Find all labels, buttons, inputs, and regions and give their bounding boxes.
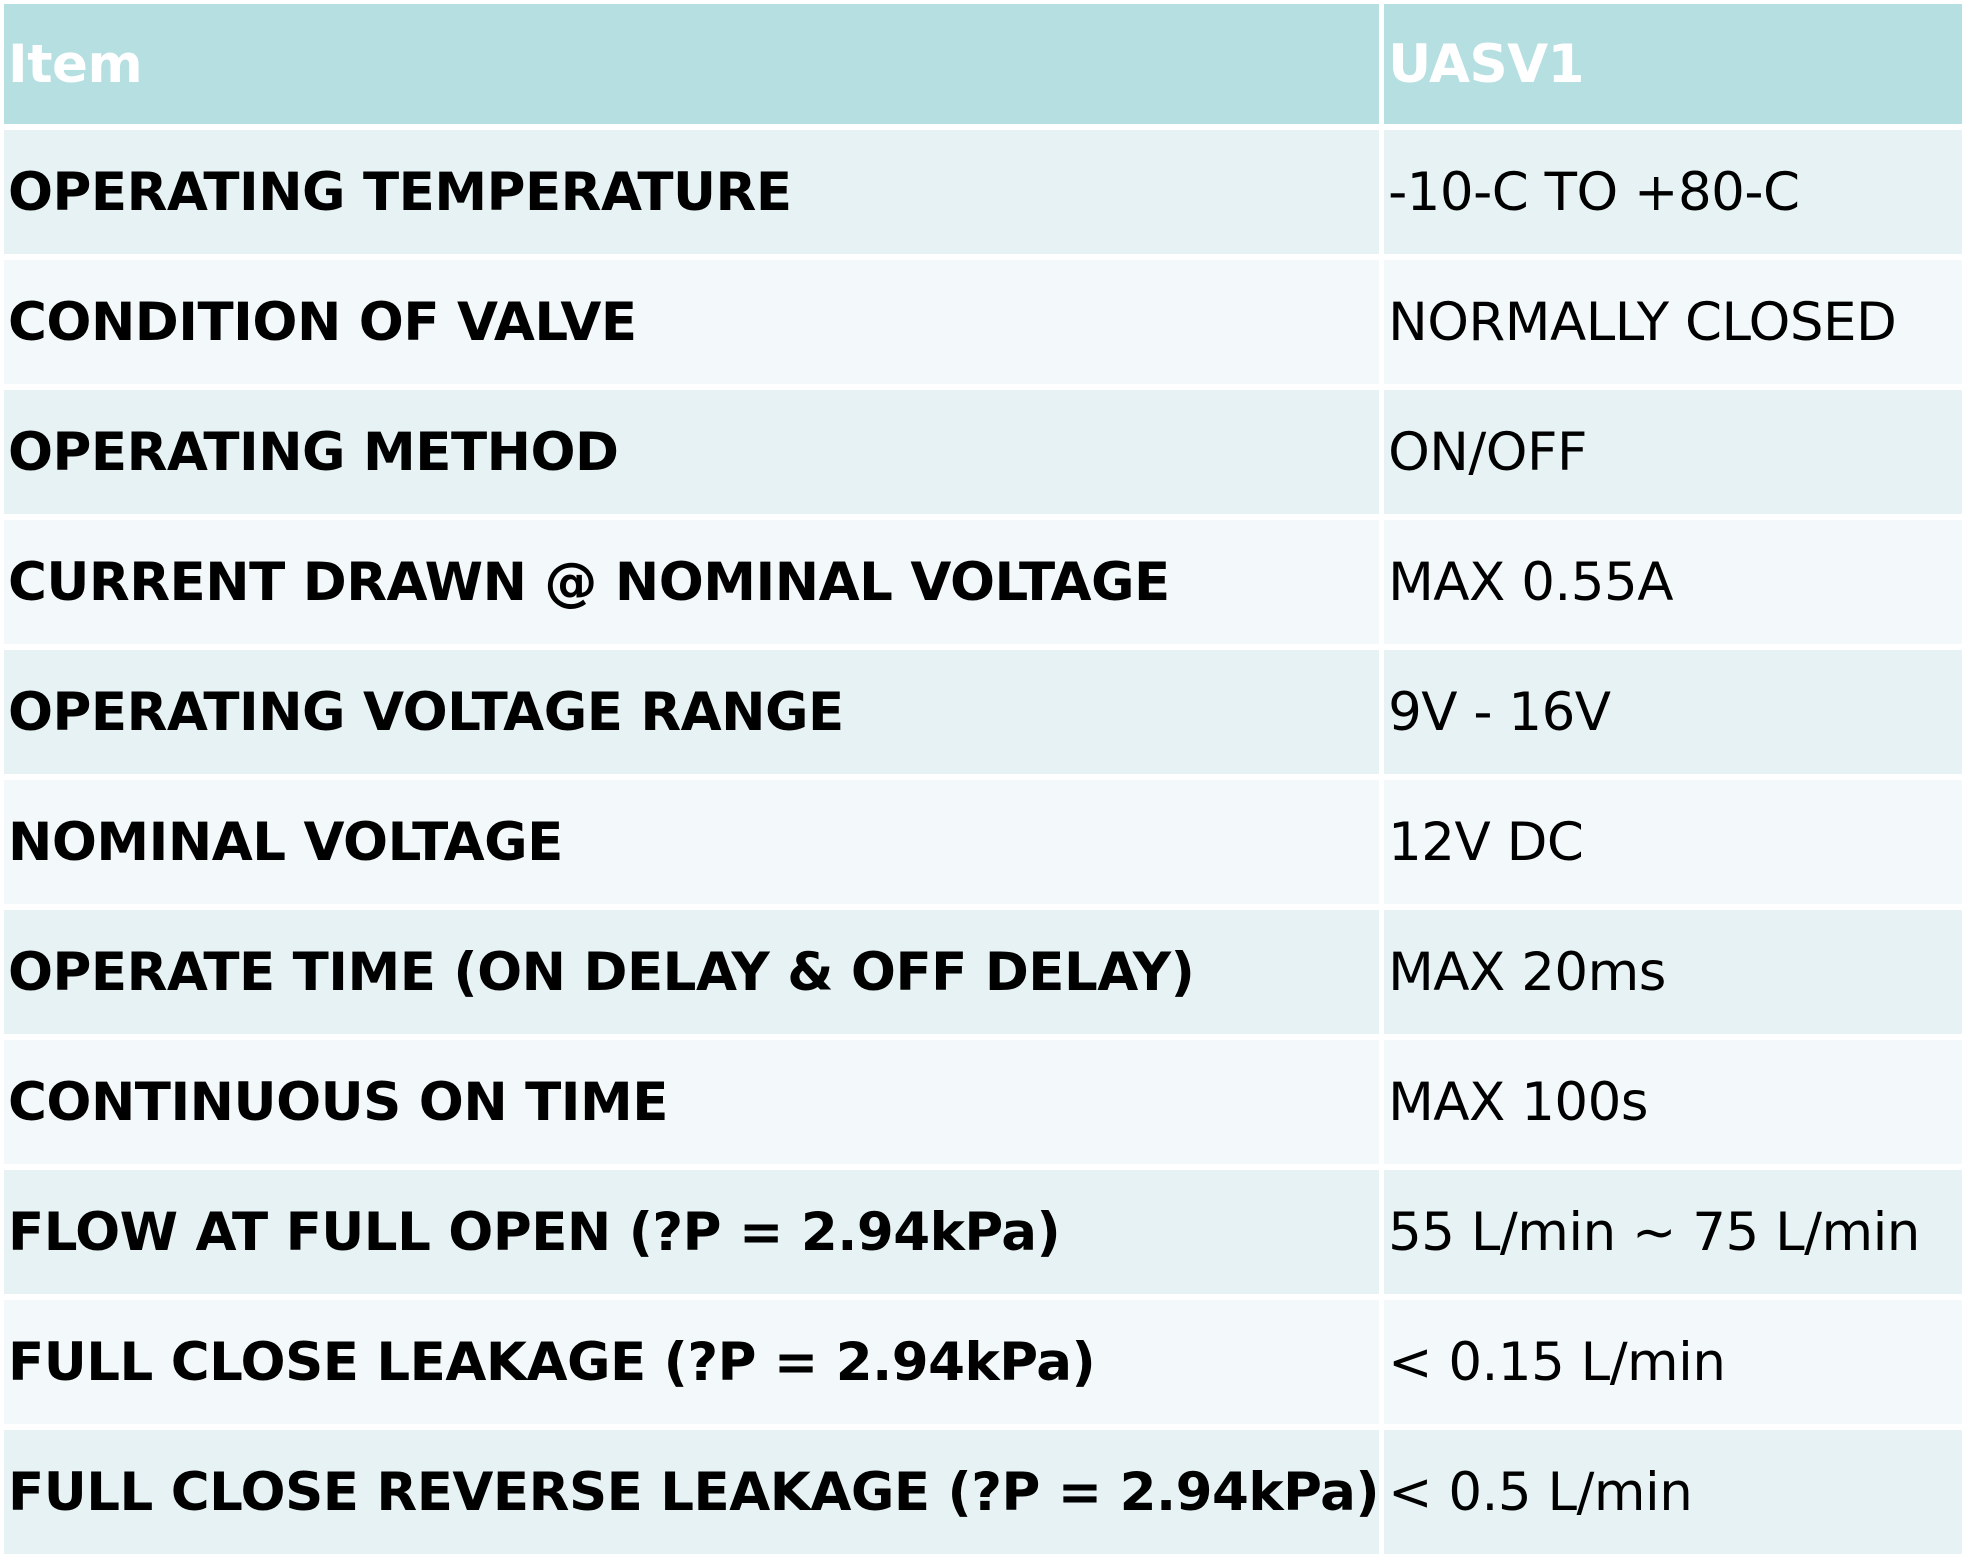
row-label: OPERATING VOLTAGE RANGE [4, 650, 1380, 774]
column-header-item: Item [4, 4, 1380, 124]
table-row: FULL CLOSE LEAKAGE (?P = 2.94kPa) < 0.15… [4, 1300, 1962, 1424]
spec-table: Item UASV1 OPERATING TEMPERATURE -10-C T… [4, 0, 1962, 1560]
row-value: MAX 0.55A [1379, 520, 1962, 644]
table-row: OPERATING METHOD ON/OFF [4, 390, 1962, 514]
row-value: < 0.15 L/min [1379, 1300, 1962, 1424]
row-label: OPERATING TEMPERATURE [4, 130, 1380, 254]
table-row: CURRENT DRAWN @ NOMINAL VOLTAGE MAX 0.55… [4, 520, 1962, 644]
row-value: 12V DC [1379, 780, 1962, 904]
row-label: CONDITION OF VALVE [4, 260, 1380, 384]
row-label: CURRENT DRAWN @ NOMINAL VOLTAGE [4, 520, 1380, 644]
row-value: ON/OFF [1379, 390, 1962, 514]
row-label: CONTINUOUS ON TIME [4, 1040, 1380, 1164]
row-value: < 0.5 L/min [1379, 1430, 1962, 1554]
row-label: FLOW AT FULL OPEN (?P = 2.94kPa) [4, 1170, 1380, 1294]
table-row: OPERATING TEMPERATURE -10-C TO +80-C [4, 130, 1962, 254]
row-label: FULL CLOSE REVERSE LEAKAGE (?P = 2.94kPa… [4, 1430, 1380, 1554]
table-row: NOMINAL VOLTAGE 12V DC [4, 780, 1962, 904]
table-row: FLOW AT FULL OPEN (?P = 2.94kPa) 55 L/mi… [4, 1170, 1962, 1294]
table-row: CONTINUOUS ON TIME MAX 100s [4, 1040, 1962, 1164]
row-label: FULL CLOSE LEAKAGE (?P = 2.94kPa) [4, 1300, 1380, 1424]
row-value: 9V - 16V [1379, 650, 1962, 774]
row-value: MAX 20ms [1379, 910, 1962, 1034]
table-row: CONDITION OF VALVE NORMALLY CLOSED [4, 260, 1962, 384]
row-value: 55 L/min ~ 75 L/min [1379, 1170, 1962, 1294]
table-row: FULL CLOSE REVERSE LEAKAGE (?P = 2.94kPa… [4, 1430, 1962, 1554]
row-value: -10-C TO +80-C [1379, 130, 1962, 254]
row-value: NORMALLY CLOSED [1379, 260, 1962, 384]
table-header-row: Item UASV1 [4, 4, 1962, 124]
table-row: OPERATE TIME (ON DELAY & OFF DELAY) MAX … [4, 910, 1962, 1034]
column-header-value: UASV1 [1379, 4, 1962, 124]
row-label: OPERATE TIME (ON DELAY & OFF DELAY) [4, 910, 1380, 1034]
row-value: MAX 100s [1379, 1040, 1962, 1164]
row-label: OPERATING METHOD [4, 390, 1380, 514]
row-label: NOMINAL VOLTAGE [4, 780, 1380, 904]
table-row: OPERATING VOLTAGE RANGE 9V - 16V [4, 650, 1962, 774]
